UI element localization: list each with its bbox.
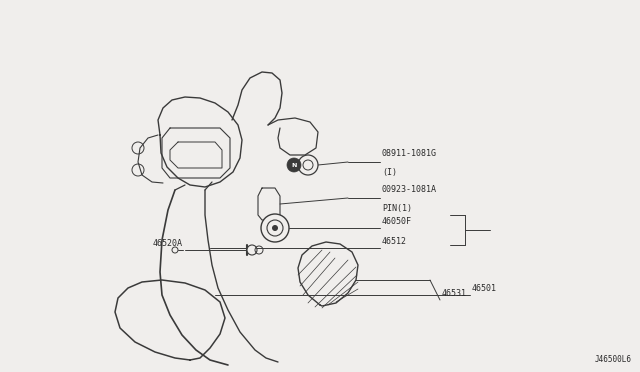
Text: 46050F: 46050F [382, 217, 412, 226]
Circle shape [261, 214, 289, 242]
Text: 46520A: 46520A [153, 239, 183, 248]
Text: 08911-1081G: 08911-1081G [382, 149, 437, 158]
Circle shape [287, 158, 301, 172]
Text: 46501: 46501 [472, 284, 497, 293]
Text: 46512: 46512 [382, 237, 407, 246]
Text: N: N [291, 163, 297, 167]
Text: 00923-1081A: 00923-1081A [382, 185, 437, 194]
Circle shape [298, 155, 318, 175]
Text: (I): (I) [382, 168, 397, 177]
Circle shape [247, 245, 257, 255]
Text: PIN(1): PIN(1) [382, 204, 412, 213]
Text: J46500L6: J46500L6 [595, 355, 632, 364]
Text: 46531: 46531 [442, 289, 467, 298]
Circle shape [272, 225, 278, 231]
